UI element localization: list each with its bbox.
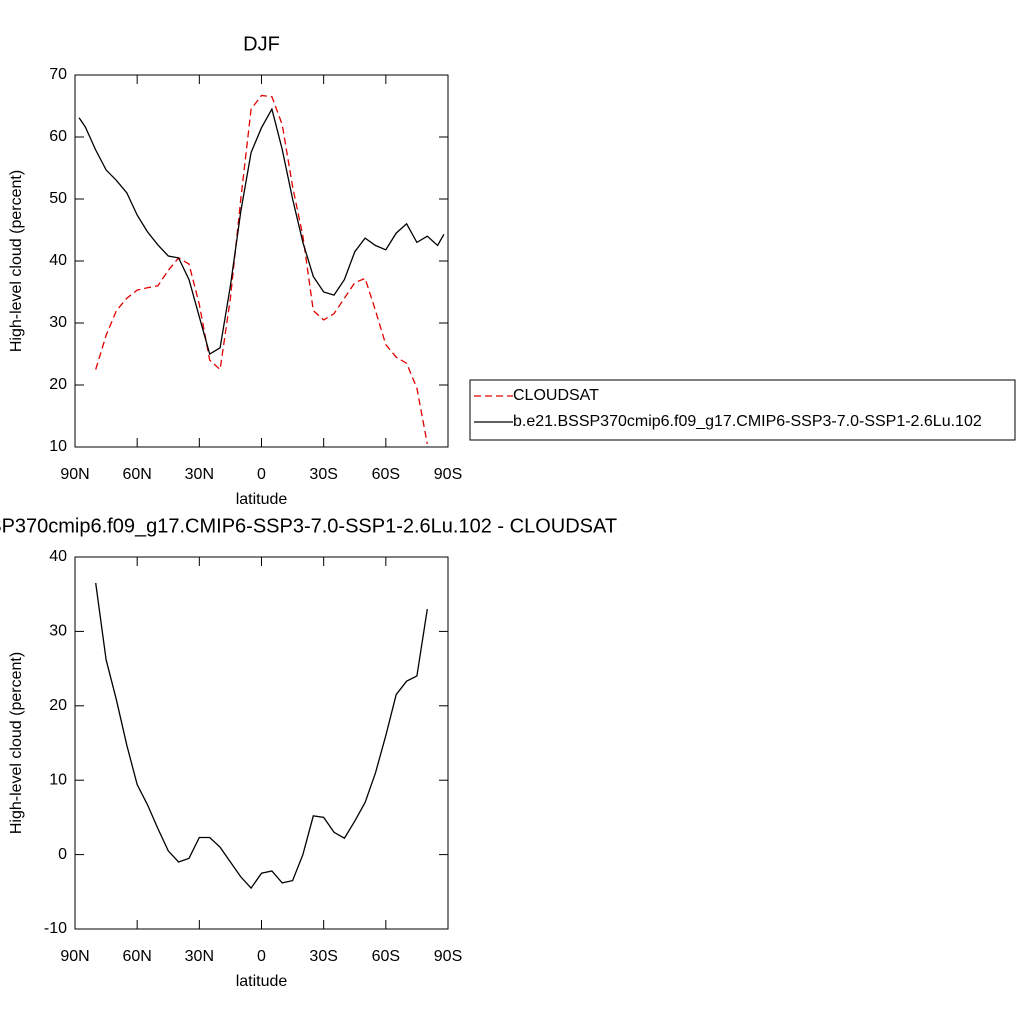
x-tick-label: 0 xyxy=(257,466,266,483)
x-tick-label: 90S xyxy=(434,466,462,483)
legend-label: b.e21.BSSP370cmip6.f09_g17.CMIP6-SSP3-7.… xyxy=(513,413,982,430)
x-axis-label: latitude xyxy=(236,491,288,508)
y-axis-label: High-level cloud (percent) xyxy=(8,170,25,352)
chart-title: b.e21.BSSP370cmip6.f09_g17.CMIP6-SSP3-7.… xyxy=(0,515,617,537)
data-line xyxy=(95,582,428,890)
y-tick-label: 10 xyxy=(49,438,67,455)
x-tick-label: 30S xyxy=(309,948,337,965)
x-tick-label: 60N xyxy=(122,948,151,965)
y-tick-label: 70 xyxy=(49,66,67,83)
x-tick-label: 60S xyxy=(372,466,400,483)
y-tick-label: 30 xyxy=(49,314,67,331)
y-tick-label: 0 xyxy=(58,846,67,863)
data-line xyxy=(78,107,445,355)
data-line xyxy=(95,94,428,445)
x-tick-label: 60N xyxy=(122,466,151,483)
y-tick-label: -10 xyxy=(44,920,67,937)
y-tick-label: 20 xyxy=(49,697,67,714)
x-axis-label: latitude xyxy=(236,973,288,990)
x-tick-label: 30S xyxy=(309,466,337,483)
y-tick-label: 30 xyxy=(49,623,67,640)
y-tick-label: 10 xyxy=(49,771,67,788)
x-tick-label: 90N xyxy=(60,466,89,483)
chart-title: DJF xyxy=(243,33,280,55)
y-tick-label: 40 xyxy=(49,548,67,565)
plot-frame xyxy=(74,74,449,448)
x-tick-label: 60S xyxy=(372,948,400,965)
legend-label: CLOUDSAT xyxy=(513,387,599,404)
x-tick-label: 30N xyxy=(185,466,214,483)
x-tick-label: 0 xyxy=(257,948,266,965)
y-tick-label: 50 xyxy=(49,190,67,207)
y-tick-label: 20 xyxy=(49,376,67,393)
legend-box xyxy=(469,379,1016,441)
y-tick-label: 40 xyxy=(49,252,67,269)
y-tick-label: 60 xyxy=(49,128,67,145)
x-tick-label: 90S xyxy=(434,948,462,965)
x-tick-label: 90N xyxy=(60,948,89,965)
x-tick-label: 30N xyxy=(185,948,214,965)
y-axis-label: High-level cloud (percent) xyxy=(8,652,25,834)
